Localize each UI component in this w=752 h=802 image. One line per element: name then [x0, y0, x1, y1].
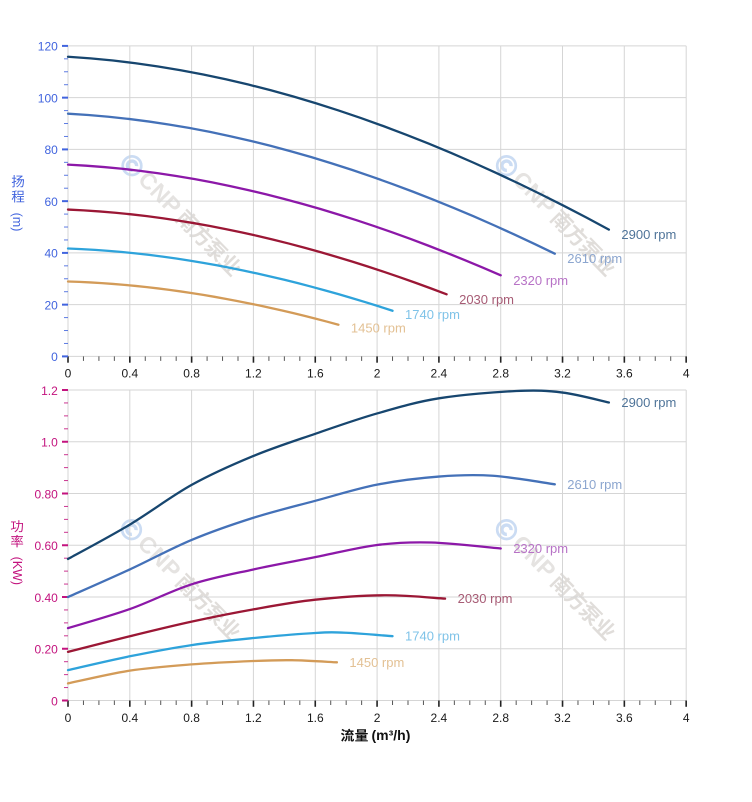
svg-text:0.8: 0.8 [183, 367, 200, 381]
svg-text:0: 0 [65, 711, 72, 725]
svg-text:1.6: 1.6 [307, 711, 324, 725]
svg-text:2: 2 [374, 711, 381, 725]
svg-text:3.2: 3.2 [554, 711, 571, 725]
svg-text:1740 rpm: 1740 rpm [405, 307, 460, 322]
svg-text:1.0: 1.0 [41, 436, 58, 450]
svg-text:(m): (m) [10, 213, 24, 232]
svg-text:0.8: 0.8 [183, 711, 200, 725]
svg-text:2: 2 [374, 367, 381, 381]
svg-text:2900 rpm: 2900 rpm [621, 227, 676, 242]
svg-text:20: 20 [44, 298, 58, 312]
svg-text:2320 rpm: 2320 rpm [513, 273, 568, 288]
svg-text:2030 rpm: 2030 rpm [459, 292, 514, 307]
svg-text:0.20: 0.20 [34, 643, 58, 657]
svg-text:0.4: 0.4 [121, 711, 138, 725]
svg-text:1.2: 1.2 [245, 711, 262, 725]
svg-text:0: 0 [51, 694, 58, 708]
svg-text:2610 rpm: 2610 rpm [567, 251, 622, 266]
svg-text:(KW): (KW) [10, 557, 24, 585]
svg-text:2610 rpm: 2610 rpm [567, 477, 622, 492]
svg-text:1450 rpm: 1450 rpm [351, 321, 406, 336]
svg-text:3.6: 3.6 [616, 367, 633, 381]
svg-text:2030 rpm: 2030 rpm [458, 591, 513, 606]
svg-text:3.6: 3.6 [616, 711, 633, 725]
svg-text:1.2: 1.2 [41, 384, 58, 398]
svg-text:2.4: 2.4 [431, 711, 448, 725]
svg-text:1.6: 1.6 [307, 367, 324, 381]
svg-text:80: 80 [44, 143, 58, 157]
svg-text:1450 rpm: 1450 rpm [349, 655, 404, 670]
svg-text:3.2: 3.2 [554, 367, 571, 381]
svg-text:4: 4 [683, 711, 690, 725]
svg-text:2900 rpm: 2900 rpm [621, 395, 676, 410]
svg-text:1740 rpm: 1740 rpm [405, 629, 460, 644]
svg-text:120: 120 [38, 40, 58, 54]
svg-text:1.2: 1.2 [245, 367, 262, 381]
svg-text:40: 40 [44, 247, 58, 261]
svg-text:2.8: 2.8 [492, 711, 509, 725]
svg-text:0.80: 0.80 [34, 487, 58, 501]
svg-text:0.4: 0.4 [121, 367, 138, 381]
svg-text:2320 rpm: 2320 rpm [513, 541, 568, 556]
svg-text:0.40: 0.40 [34, 591, 58, 605]
svg-text:2.8: 2.8 [492, 367, 509, 381]
svg-text:(m³/h): (m³/h) [372, 727, 411, 743]
svg-text:0: 0 [65, 367, 72, 381]
svg-text:2.4: 2.4 [431, 367, 448, 381]
svg-text:0: 0 [51, 350, 58, 364]
svg-text:4: 4 [683, 367, 690, 381]
svg-text:100: 100 [38, 91, 58, 105]
svg-text:0.60: 0.60 [34, 539, 58, 553]
svg-text:60: 60 [44, 195, 58, 209]
